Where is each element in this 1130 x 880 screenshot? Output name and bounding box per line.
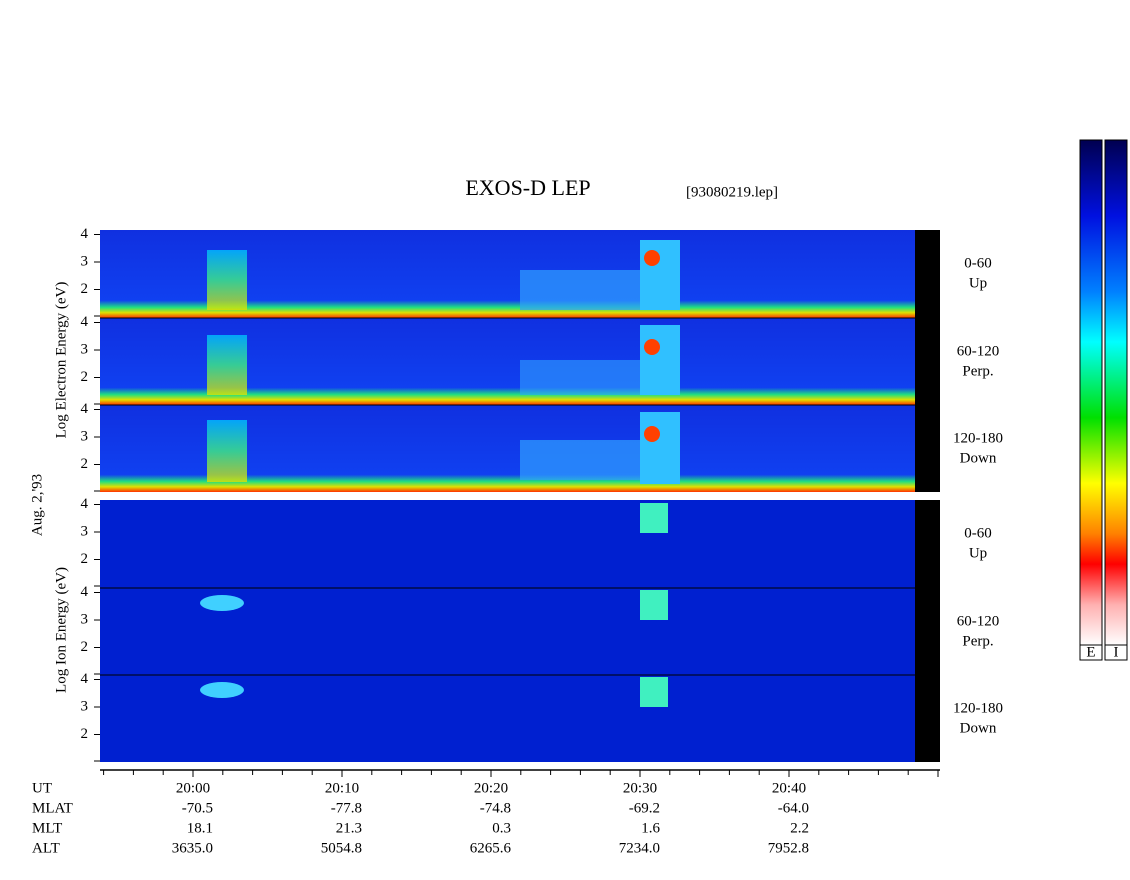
colorbars: E I (1079, 139, 1128, 661)
row-value: -77.8 (331, 800, 362, 816)
panel-range: 0-60 (964, 255, 992, 271)
y-tick-label: 3 (81, 253, 89, 269)
y-tick-label: 4 (81, 226, 89, 242)
row-value: 7952.8 (768, 840, 809, 856)
y-tick-label: 2 (81, 369, 89, 385)
panel-range: 0-60 (964, 525, 992, 541)
x-tick-label: 20:40 (772, 780, 806, 796)
y-tick-label: 3 (81, 611, 89, 627)
ion-spectrogram (100, 500, 940, 762)
y-tick-label: 4 (81, 314, 89, 330)
panel-range: 60-120 (957, 613, 1000, 629)
row-value: 18.1 (187, 820, 213, 836)
panel-range: 120-180 (953, 430, 1003, 446)
row-value: -70.5 (182, 800, 213, 816)
y-tick-label: 4 (81, 496, 89, 512)
row-value: -69.2 (629, 800, 660, 816)
y-tick-label: 2 (81, 281, 89, 297)
panel-direction: Up (969, 545, 987, 561)
row-name: MLAT (32, 800, 73, 816)
panel-direction: Perp. (962, 363, 993, 379)
panel-direction: Perp. (962, 633, 993, 649)
y-tick-label: 4 (81, 671, 89, 687)
y-tick-label: 4 (81, 584, 89, 600)
file-name: [93080219.lep] (686, 184, 778, 200)
colorbar-label: E (1086, 644, 1095, 660)
y-tick-label: 2 (81, 639, 89, 655)
title: EXOS-D LEP (465, 175, 590, 200)
panel-direction: Up (969, 275, 987, 291)
y-tick-label: 4 (81, 401, 89, 417)
date-label: Aug. 2,'93 (29, 474, 45, 536)
row-name: ALT (32, 840, 60, 856)
row-value: 21.3 (336, 820, 362, 836)
y-tick-label: 2 (81, 726, 89, 742)
panel-direction: Down (960, 450, 997, 466)
y-tick-label: 3 (81, 341, 89, 357)
y-tick-label: 2 (81, 456, 89, 472)
row-name: MLT (32, 820, 62, 836)
electron-spectrogram (100, 230, 940, 492)
electron-axis-label: Log Electron Energy (eV) (53, 282, 69, 439)
row-value: 3635.0 (172, 840, 213, 856)
row-value: 7234.0 (619, 840, 660, 856)
row-value: 0.3 (492, 820, 511, 836)
x-tick-label: 20:30 (623, 780, 657, 796)
y-tick-label: 3 (81, 523, 89, 539)
panel-range: 120-180 (953, 700, 1003, 716)
row-name: UT (32, 780, 52, 796)
ion-axis-label: Log Ion Energy (eV) (53, 567, 69, 693)
row-value: 6265.6 (470, 840, 512, 856)
row-value: 1.6 (641, 820, 660, 836)
panel-direction: Down (960, 720, 997, 736)
x-tick-label: 20:00 (176, 780, 210, 796)
y-tick-label: 2 (81, 551, 89, 567)
x-tick-label: 20:10 (325, 780, 359, 796)
row-value: 5054.8 (321, 840, 362, 856)
x-tick-label: 20:20 (474, 780, 508, 796)
panel-range: 60-120 (957, 343, 1000, 359)
y-tick-label: 3 (81, 698, 89, 714)
row-value: 2.2 (790, 820, 809, 836)
colorbar-label: I (1114, 644, 1119, 660)
row-value: -64.0 (778, 800, 809, 816)
row-value: -74.8 (480, 800, 511, 816)
y-tick-label: 3 (81, 428, 89, 444)
